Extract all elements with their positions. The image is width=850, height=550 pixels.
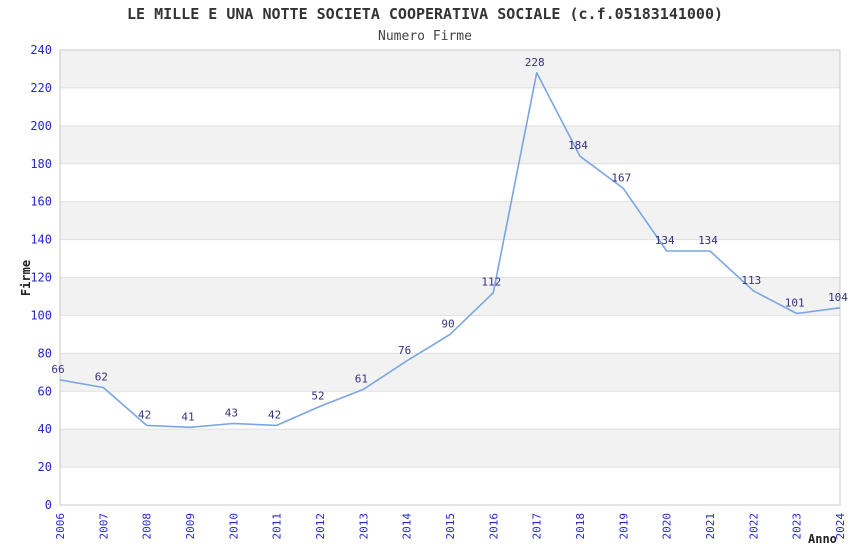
point-label: 52 <box>311 389 324 402</box>
point-label: 184 <box>568 139 588 152</box>
point-label: 42 <box>138 408 151 421</box>
x-tick-label: 2014 <box>401 513 414 540</box>
plot-area: 0 20 40 60 80 100 120 140 160 180 200 220 240 2006 200… <box>30 43 848 540</box>
point-label: 228 <box>525 56 545 69</box>
x-tick-label: 2013 <box>357 513 370 540</box>
grid-band <box>60 467 840 505</box>
x-tick-label: 2020 <box>661 513 674 540</box>
point-label: 134 <box>655 234 675 247</box>
x-tick-label: 2023 <box>791 513 804 540</box>
point-label: 90 <box>441 317 454 330</box>
grid-band <box>60 239 840 278</box>
y-tick-label: 120 <box>30 271 52 285</box>
y-tick-label: 240 <box>30 43 52 57</box>
data-line <box>59 72 841 429</box>
y-tick-label: 100 <box>30 308 52 322</box>
grid-band <box>60 50 840 88</box>
x-tick-label: 2008 <box>141 513 154 540</box>
point-label: 41 <box>181 410 194 423</box>
grid-band <box>60 277 840 316</box>
grid-band <box>60 125 840 164</box>
grid-band <box>60 429 840 468</box>
point-label: 42 <box>268 408 281 421</box>
y-tick-label: 0 <box>45 498 52 512</box>
chart-title: LE MILLE E UNA NOTTE SOCIETA COOPERATIVA… <box>127 5 723 23</box>
y-tick-label: 80 <box>38 346 52 360</box>
grid-band <box>60 87 840 126</box>
point-label: 167 <box>611 171 631 184</box>
plot-frame <box>59 49 841 506</box>
grid-band <box>60 353 840 392</box>
point-label: 62 <box>95 370 108 383</box>
y-tick-label: 20 <box>38 460 52 474</box>
y-tick-label: 160 <box>30 195 52 209</box>
grid-band <box>60 201 840 240</box>
x-tick-label: 2007 <box>97 513 110 540</box>
x-tick-label: 2011 <box>271 513 284 540</box>
y-tick-label: 40 <box>38 422 52 436</box>
grid-band <box>60 391 840 430</box>
x-tick-label: 2009 <box>184 513 197 540</box>
point-label: 61 <box>355 372 368 385</box>
x-tick-label: 2022 <box>747 513 760 540</box>
point-label: 66 <box>51 363 64 376</box>
x-axis-title: Anno <box>808 532 837 546</box>
x-tick-label: 2021 <box>704 513 717 540</box>
y-axis-title: Firme <box>19 260 33 296</box>
x-tick-label: 2016 <box>487 513 500 540</box>
point-label: 43 <box>225 406 238 419</box>
point-label: 104 <box>828 291 848 304</box>
x-tick-label: 2015 <box>444 513 457 540</box>
chart-subtitle: Numero Firme <box>378 29 472 44</box>
y-tick-label: 140 <box>30 233 52 247</box>
x-tick-label: 2012 <box>314 513 327 540</box>
point-label: 113 <box>741 274 761 287</box>
x-tick-label: 2019 <box>617 513 630 540</box>
x-tick-label: 2018 <box>574 513 587 540</box>
x-tick-label: 2017 <box>531 513 544 540</box>
point-label: 112 <box>481 276 501 289</box>
point-label: 76 <box>398 344 411 357</box>
x-tick-label: 2010 <box>227 513 240 540</box>
y-tick-label: 60 <box>38 384 52 398</box>
y-tick-label: 180 <box>30 157 52 171</box>
x-tick-label: 2024 <box>834 513 847 540</box>
point-label: 101 <box>785 297 805 310</box>
grid-band <box>60 163 840 202</box>
x-tick-label: 2006 <box>54 513 67 540</box>
point-label: 134 <box>698 234 718 247</box>
y-tick-label: 200 <box>30 119 52 133</box>
y-tick-label: 220 <box>30 81 52 95</box>
